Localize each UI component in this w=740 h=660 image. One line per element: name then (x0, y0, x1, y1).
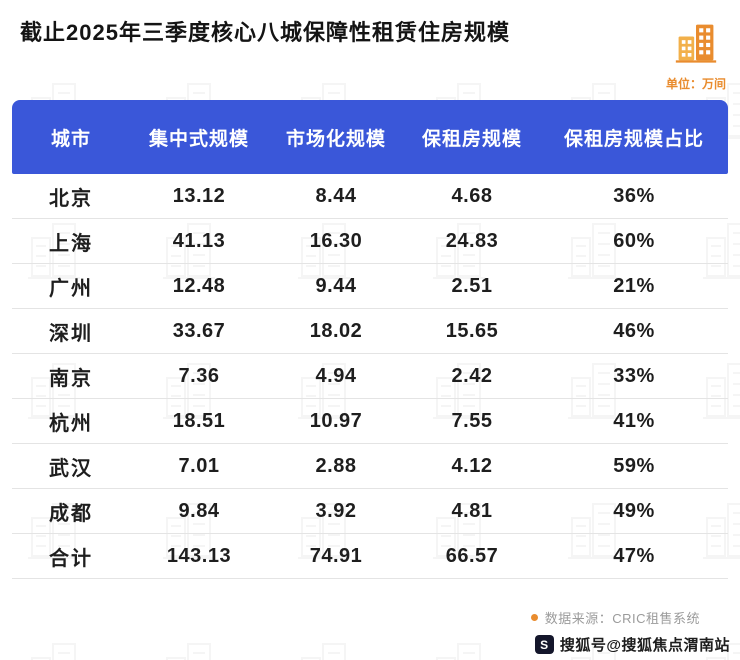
column-header: 集中式规模 (130, 100, 268, 174)
city-cell: 广州 (12, 264, 130, 309)
city-cell: 南京 (12, 354, 130, 399)
data-source-note: 数据来源：CRIC租售系统 (530, 608, 700, 627)
page-title: 截止2025年三季度核心八城保障性租赁住房规模 (20, 20, 510, 45)
value-cell: 46% (540, 309, 728, 354)
value-cell: 18.51 (130, 399, 268, 444)
value-cell: 16.30 (268, 219, 404, 264)
value-cell: 143.13 (130, 534, 268, 579)
header: 截止2025年三季度核心八城保障性租赁住房规模 (20, 18, 726, 92)
table-row: 武汉 7.01 2.88 4.12 59% (12, 444, 728, 489)
source-text: 数据来源：CRIC租售系统 (544, 611, 700, 626)
footer-brand-text: 搜狐号@搜狐焦点渭南站 (559, 637, 730, 654)
table-row: 深圳 33.67 18.02 15.65 46% (12, 309, 728, 354)
value-cell: 7.01 (130, 444, 268, 489)
value-cell: 18.02 (268, 309, 404, 354)
orange-dot-icon (530, 614, 538, 621)
value-cell: 3.92 (268, 489, 404, 534)
value-cell: 59% (540, 444, 728, 489)
value-cell: 4.68 (404, 174, 540, 219)
building-watermark-icon (436, 643, 481, 660)
value-cell: 4.81 (404, 489, 540, 534)
value-cell: 33.67 (130, 309, 268, 354)
column-header: 市场化规模 (268, 100, 404, 174)
value-cell: 36% (540, 174, 728, 219)
building-watermark-icon (31, 643, 76, 660)
table-row: 合计 143.13 74.91 66.57 47% (12, 534, 728, 579)
city-cell: 上海 (12, 219, 130, 264)
footer-brand: S 搜狐号@搜狐焦点渭南站 (534, 634, 730, 655)
column-header: 保租房规模 (404, 100, 540, 174)
column-header: 保租房规模占比 (540, 100, 728, 174)
value-cell: 13.12 (130, 174, 268, 219)
housing-scale-table: 城市 集中式规模 市场化规模 保租房规模 保租房规模占比 北京 13.12 8.44 4.68… (12, 100, 728, 579)
value-cell: 4.12 (404, 444, 540, 489)
city-cell: 成都 (12, 489, 130, 534)
table-header-row: 城市 集中式规模 市场化规模 保租房规模 保租房规模占比 (12, 100, 728, 174)
building-icon (674, 20, 718, 69)
value-cell: 33% (540, 354, 728, 399)
value-cell: 2.88 (268, 444, 404, 489)
value-cell: 74.91 (268, 534, 404, 579)
value-cell: 7.55 (404, 399, 540, 444)
value-cell: 10.97 (268, 399, 404, 444)
value-cell: 9.84 (130, 489, 268, 534)
building-watermark-icon (28, 638, 80, 660)
building-watermark-icon (301, 643, 346, 660)
value-cell: 47% (540, 534, 728, 579)
value-cell: 7.36 (130, 354, 268, 399)
table-row: 广州 12.48 9.44 2.51 21% (12, 264, 728, 309)
value-cell: 24.83 (404, 219, 540, 264)
value-cell: 4.94 (268, 354, 404, 399)
value-cell: 15.65 (404, 309, 540, 354)
value-cell: 41.13 (130, 219, 268, 264)
column-header: 城市 (12, 100, 130, 174)
building-watermark-icon (298, 638, 350, 660)
value-cell: 2.51 (404, 264, 540, 309)
city-cell: 武汉 (12, 444, 130, 489)
unit-label: 单位：万间 (665, 77, 726, 91)
building-watermark-icon (166, 643, 211, 660)
city-cell: 深圳 (12, 309, 130, 354)
table-row: 南京 7.36 4.94 2.42 33% (12, 354, 728, 399)
value-cell: 9.44 (268, 264, 404, 309)
value-cell: 60% (540, 219, 728, 264)
value-cell: 41% (540, 399, 728, 444)
value-cell: 2.42 (404, 354, 540, 399)
table-row: 杭州 18.51 10.97 7.55 41% (12, 399, 728, 444)
value-cell: 12.48 (130, 264, 268, 309)
table-row: 北京 13.12 8.44 4.68 36% (12, 174, 728, 219)
value-cell: 21% (540, 264, 728, 309)
brand-block: 单位：万间 (666, 20, 726, 92)
city-cell: 北京 (12, 174, 130, 219)
table-row: 成都 9.84 3.92 4.81 49% (12, 489, 728, 534)
city-cell: 合计 (12, 534, 130, 579)
building-watermark-icon (433, 638, 485, 660)
table-row: 上海 41.13 16.30 24.83 60% (12, 219, 728, 264)
sohu-logo-icon: S (534, 635, 554, 654)
value-cell: 49% (540, 489, 728, 534)
value-cell: 8.44 (268, 174, 404, 219)
value-cell: 66.57 (404, 534, 540, 579)
building-watermark-icon (163, 638, 215, 660)
city-cell: 杭州 (12, 399, 130, 444)
